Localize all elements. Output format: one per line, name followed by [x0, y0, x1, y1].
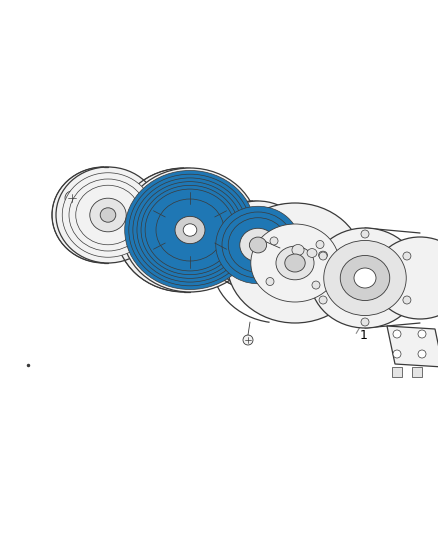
Ellipse shape: [56, 167, 160, 263]
Ellipse shape: [318, 251, 327, 259]
Circle shape: [316, 240, 324, 248]
Circle shape: [393, 330, 401, 338]
Ellipse shape: [354, 268, 376, 288]
Ellipse shape: [373, 237, 438, 319]
Ellipse shape: [240, 228, 276, 262]
Ellipse shape: [116, 168, 252, 292]
Ellipse shape: [69, 179, 147, 251]
Ellipse shape: [145, 189, 235, 271]
Ellipse shape: [227, 203, 363, 323]
Ellipse shape: [133, 178, 247, 282]
Ellipse shape: [125, 171, 255, 289]
Ellipse shape: [62, 173, 154, 257]
Circle shape: [254, 239, 262, 247]
Circle shape: [418, 330, 426, 338]
Ellipse shape: [307, 248, 317, 257]
Circle shape: [266, 278, 274, 286]
Ellipse shape: [129, 174, 251, 286]
Ellipse shape: [76, 185, 140, 245]
Circle shape: [403, 252, 411, 260]
Circle shape: [312, 281, 320, 289]
Ellipse shape: [287, 240, 309, 260]
Ellipse shape: [100, 208, 116, 222]
Ellipse shape: [210, 201, 306, 289]
Ellipse shape: [205, 201, 301, 289]
Ellipse shape: [162, 204, 219, 256]
Ellipse shape: [228, 217, 288, 272]
Circle shape: [418, 350, 426, 358]
Circle shape: [361, 230, 369, 238]
Ellipse shape: [90, 198, 126, 232]
Ellipse shape: [303, 245, 321, 261]
Polygon shape: [387, 326, 438, 367]
Circle shape: [361, 318, 369, 326]
FancyBboxPatch shape: [392, 367, 402, 377]
Ellipse shape: [310, 228, 420, 328]
Ellipse shape: [52, 167, 156, 263]
Ellipse shape: [216, 206, 300, 284]
Ellipse shape: [249, 237, 267, 253]
Ellipse shape: [315, 248, 331, 262]
Ellipse shape: [251, 224, 339, 302]
Ellipse shape: [175, 216, 205, 244]
Circle shape: [243, 335, 253, 345]
Ellipse shape: [292, 245, 304, 255]
Circle shape: [270, 237, 278, 245]
Ellipse shape: [122, 168, 258, 292]
Ellipse shape: [183, 224, 197, 236]
Ellipse shape: [156, 199, 224, 261]
Circle shape: [319, 296, 327, 304]
Circle shape: [319, 252, 327, 260]
Ellipse shape: [324, 240, 406, 316]
Circle shape: [65, 191, 79, 205]
Ellipse shape: [340, 255, 390, 301]
Ellipse shape: [222, 212, 294, 278]
Ellipse shape: [285, 254, 305, 272]
Ellipse shape: [137, 182, 243, 278]
Circle shape: [393, 350, 401, 358]
Ellipse shape: [141, 185, 239, 274]
Circle shape: [403, 296, 411, 304]
FancyBboxPatch shape: [412, 367, 422, 377]
Ellipse shape: [276, 246, 314, 280]
Text: 1: 1: [360, 329, 367, 342]
